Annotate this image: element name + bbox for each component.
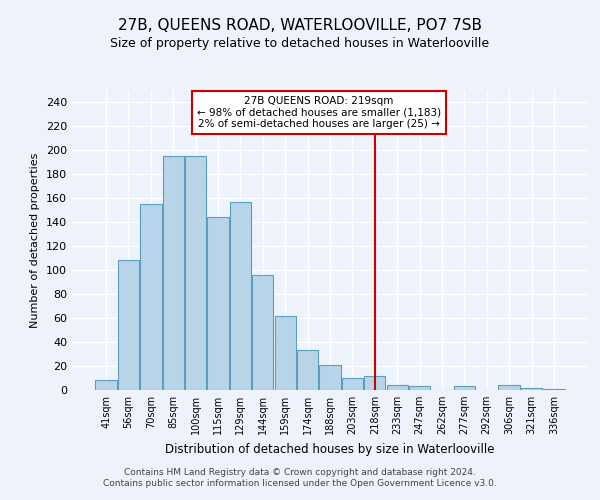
Bar [409,386,430,390]
Bar [386,385,408,390]
Bar [543,389,565,390]
Bar [252,275,274,390]
Bar [364,376,385,390]
Text: 27B, QUEENS ROAD, WATERLOOVILLE, PO7 7SB: 27B, QUEENS ROAD, WATERLOOVILLE, PO7 7SB [118,18,482,32]
Bar [521,388,542,390]
Text: 27B QUEENS ROAD: 219sqm
← 98% of detached houses are smaller (1,183)
2% of semi-: 27B QUEENS ROAD: 219sqm ← 98% of detache… [197,96,441,129]
Bar [342,378,363,390]
Y-axis label: Number of detached properties: Number of detached properties [31,152,40,328]
Bar [163,156,184,390]
Bar [275,316,296,390]
Text: Distribution of detached houses by size in Waterlooville: Distribution of detached houses by size … [165,444,495,456]
Bar [297,350,318,390]
Bar [95,380,117,390]
Bar [499,385,520,390]
Bar [454,386,475,390]
Bar [230,202,251,390]
Text: Size of property relative to detached houses in Waterlooville: Size of property relative to detached ho… [110,38,490,51]
Bar [140,204,161,390]
Bar [319,365,341,390]
Text: Contains HM Land Registry data © Crown copyright and database right 2024.
Contai: Contains HM Land Registry data © Crown c… [103,468,497,487]
Bar [118,260,139,390]
Bar [208,217,229,390]
Bar [185,156,206,390]
